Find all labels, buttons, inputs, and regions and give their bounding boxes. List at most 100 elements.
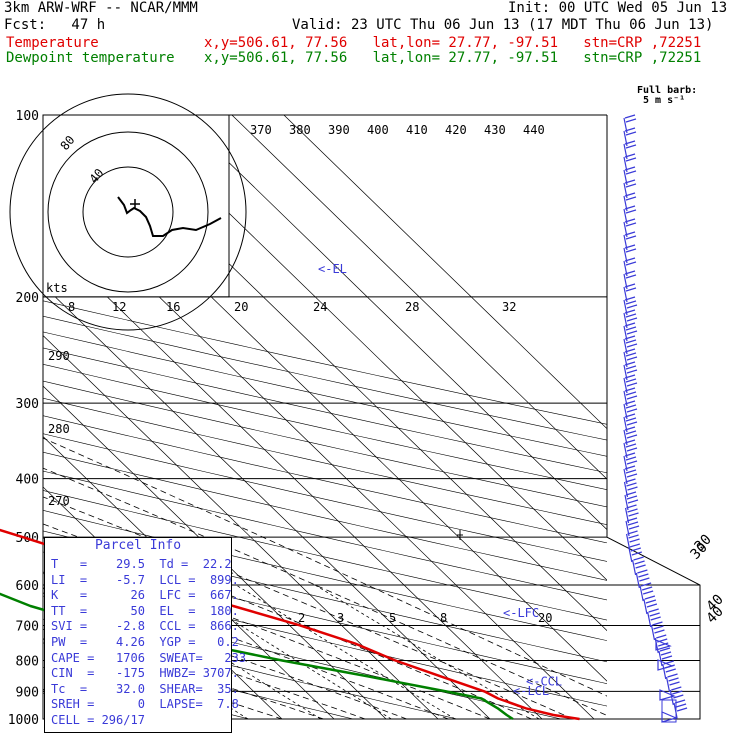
mixing-ratio-label: 8 xyxy=(440,611,447,625)
wind-barb xyxy=(625,456,637,461)
hodograph-speed-label: 8 xyxy=(68,300,75,314)
wind-barb xyxy=(665,668,676,673)
dry-adiabat xyxy=(43,470,607,601)
parcel-info-panel: Parcel Info T = 29.5 Td = 22.2 LI = -5.7… xyxy=(44,537,247,733)
hodograph-speed-label: 32 xyxy=(502,300,516,314)
wind-barb xyxy=(625,274,637,279)
wind-barb xyxy=(625,491,637,496)
wind-barb xyxy=(675,703,687,708)
wind-barb xyxy=(624,374,636,379)
pressure-tick-label: 800 xyxy=(16,654,39,669)
isotherm-line xyxy=(43,334,439,719)
wind-barb xyxy=(646,603,658,608)
wind-barb xyxy=(649,612,660,617)
wind-barb xyxy=(625,144,637,149)
pressure-tick-label: 1000 xyxy=(8,713,39,728)
wind-barb xyxy=(626,482,637,487)
wind-barb xyxy=(624,322,636,327)
wind-barb xyxy=(625,183,637,188)
wind-barb-staff xyxy=(643,598,648,615)
valid-time: Valid: 23 UTC Thu 06 Jun 13 (17 MDT Thu … xyxy=(292,17,714,33)
dry-adiabat xyxy=(43,510,607,641)
theta-label: 370 xyxy=(250,123,272,137)
theta-label: 280 xyxy=(48,422,70,436)
wind-barb xyxy=(676,707,688,712)
wind-barb xyxy=(627,508,638,513)
wind-barb xyxy=(674,699,686,704)
hodograph-ring xyxy=(82,166,174,258)
isotherm-line xyxy=(231,115,607,480)
wind-barb xyxy=(626,504,637,509)
wind-barb xyxy=(625,248,637,253)
parcel-info-row: T = 29.5 Td = 22.2 xyxy=(51,557,232,571)
wind-barb xyxy=(624,231,636,236)
dry-adiabat xyxy=(43,490,607,621)
wind-barb xyxy=(625,417,637,422)
hodograph-trace xyxy=(117,196,222,237)
wind-barb xyxy=(626,382,638,387)
wind-barb xyxy=(626,317,638,322)
dewpoint-location: x,y=506.61, 77.56 lat,lon= 27.77, -97.51… xyxy=(204,50,702,66)
isotherm-line xyxy=(43,234,543,719)
wind-barb xyxy=(627,521,639,526)
wind-barb-staff xyxy=(662,663,667,680)
dry-adiabat xyxy=(43,347,607,474)
wind-barb xyxy=(641,586,653,591)
hodograph-ring xyxy=(9,93,247,331)
dry-adiabat xyxy=(43,331,607,457)
wind-barb xyxy=(654,629,665,634)
pressure-tick-label: 300 xyxy=(16,397,39,412)
theta-label: 380 xyxy=(289,123,311,137)
wind-barb xyxy=(627,530,638,535)
isotherm-line xyxy=(283,115,607,430)
hodograph-speed-label: kts xyxy=(46,281,68,295)
theta-label: 440 xyxy=(523,123,545,137)
wind-barb xyxy=(625,391,637,396)
dry-adiabat xyxy=(43,451,607,581)
wind-barb xyxy=(625,209,637,214)
dry-adiabat xyxy=(43,595,562,719)
wind-barb xyxy=(624,127,636,132)
wind-barb xyxy=(624,348,636,353)
wind-barb xyxy=(644,595,656,600)
wind-barb xyxy=(624,361,636,366)
wind-barb xyxy=(626,356,638,361)
wind-barb xyxy=(634,560,645,565)
parcel-info-row: K = 26 LFC = 667. xyxy=(51,588,239,603)
theta-label: 290 xyxy=(48,349,70,363)
model-title: 3km ARW-WRF -- NCAR/MMM xyxy=(4,0,198,16)
storm-motion-marker xyxy=(130,199,140,209)
wind-barb xyxy=(625,430,637,435)
mixing-ratio-line xyxy=(235,584,456,719)
parcel-info-row: CAPE = 1706 SWEAT= 233 xyxy=(51,650,247,665)
wind-barb xyxy=(626,408,638,413)
parcel-info-row: SREH = 0 LAPSE= 7.8 xyxy=(51,697,239,712)
theta-label: 390 xyxy=(328,123,350,137)
theta-label: 400 xyxy=(367,123,389,137)
wind-barb xyxy=(625,404,637,409)
wind-barb xyxy=(625,196,637,201)
wind-barb xyxy=(625,313,637,318)
wind-barb xyxy=(628,525,640,530)
pressure-tick-label: 400 xyxy=(16,473,39,488)
wind-barb-staff xyxy=(650,624,656,641)
moist-adiabat xyxy=(43,467,607,716)
pressure-tick-label: 700 xyxy=(16,619,39,634)
wind-barb xyxy=(624,452,636,457)
wind-barb xyxy=(624,205,636,210)
wind-barb xyxy=(672,690,683,695)
parcel-info-row: CELL = 296/17 xyxy=(51,712,145,727)
wind-barb xyxy=(627,486,638,491)
wind-barb xyxy=(625,235,637,240)
hodograph-box xyxy=(42,114,230,298)
parcel-level-marker: <-LFC xyxy=(503,606,539,620)
wind-barb-staff xyxy=(628,546,633,563)
wind-barb xyxy=(624,283,636,288)
pressure-tick-label: 900 xyxy=(16,685,39,700)
cross-marker xyxy=(457,530,463,540)
wind-barb xyxy=(669,681,680,686)
wind-barb xyxy=(624,296,636,301)
wind-barb xyxy=(626,304,638,309)
wind-barb xyxy=(624,140,636,145)
wind-barb xyxy=(626,369,638,374)
